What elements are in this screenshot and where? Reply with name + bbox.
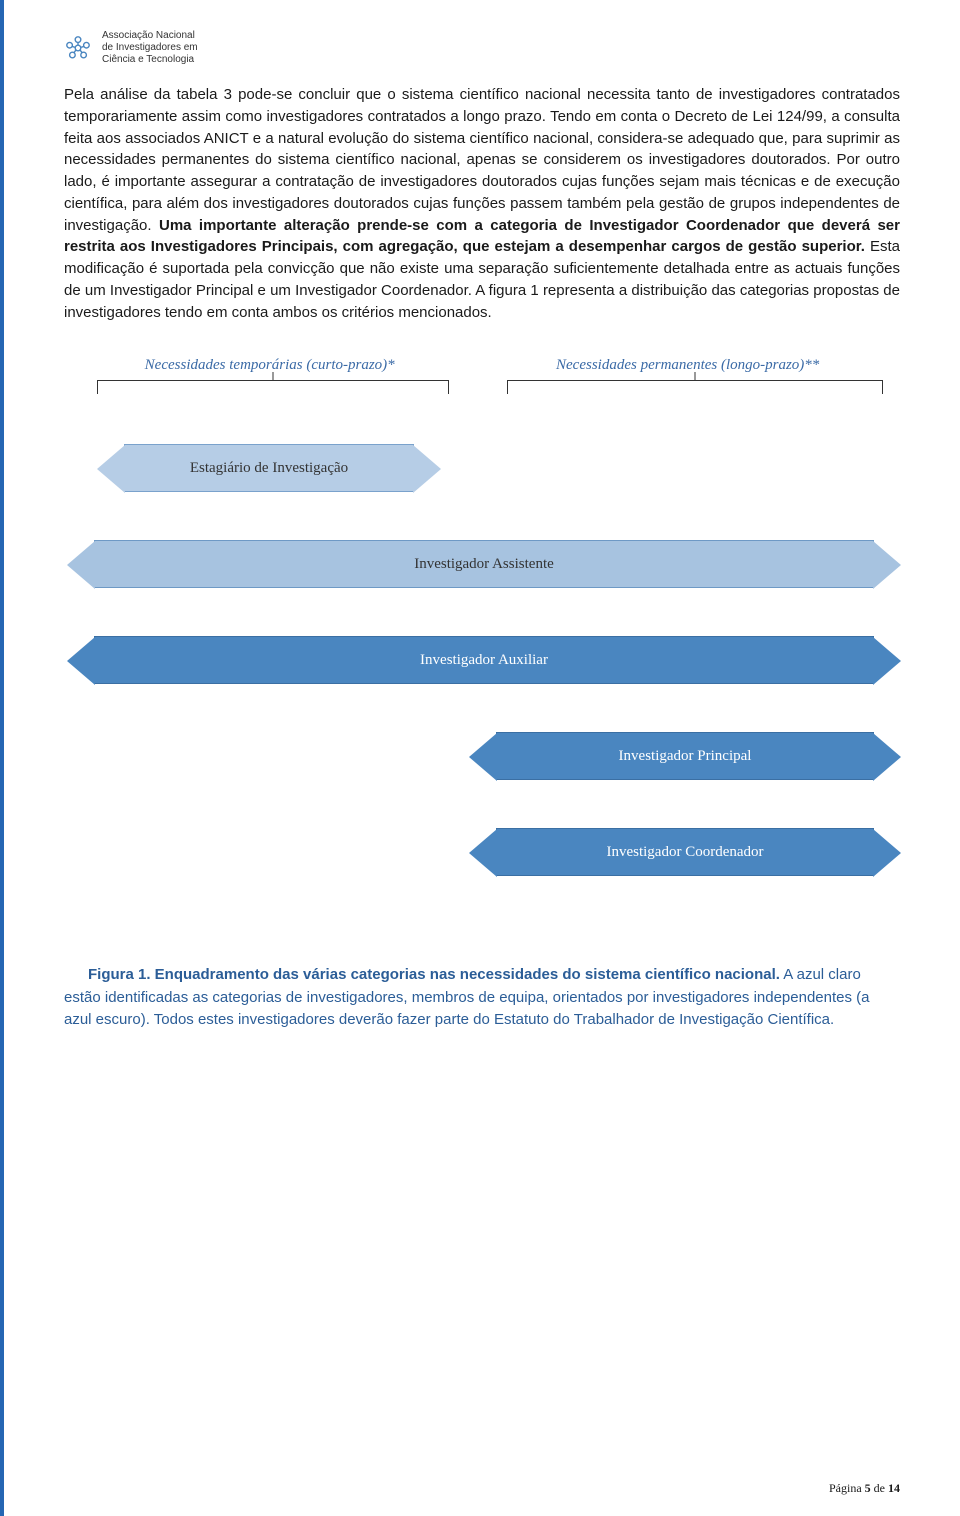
- arrow-left-icon: [67, 637, 95, 685]
- body-paragraph: Pela análise da tabela 3 pode-se conclui…: [64, 84, 900, 323]
- bar-body: Investigador Principal: [496, 732, 874, 780]
- page-total: 14: [888, 1481, 900, 1495]
- caption-title: Figura 1. Enquadramento das várias categ…: [88, 966, 780, 983]
- org-line: Associação Nacional: [102, 30, 198, 42]
- arrow-left-icon: [469, 733, 497, 781]
- col-header-left: Necessidades temporárias (curto-prazo)*: [145, 357, 395, 374]
- bar-body: Investigador Coordenador: [496, 828, 874, 876]
- bar-label: Investigador Assistente: [414, 556, 554, 573]
- category-bar: Investigador Principal: [496, 732, 874, 780]
- org-name: Associação Nacional de Investigadores em…: [102, 30, 198, 66]
- bracket: [507, 380, 883, 394]
- categories-diagram: Necessidades temporárias (curto-prazo)* …: [64, 357, 900, 874]
- arrow-left-icon: [97, 445, 125, 493]
- bar-label: Investigador Auxiliar: [420, 652, 548, 669]
- bar-body: Investigador Auxiliar: [94, 636, 874, 684]
- arrow-left-icon: [67, 541, 95, 589]
- page-of: de: [871, 1481, 888, 1495]
- page: Associação Nacional de Investigadores em…: [0, 0, 960, 1516]
- bar-label: Investigador Coordenador: [606, 844, 763, 861]
- bar-label: Investigador Principal: [619, 748, 752, 765]
- org-line: Ciência e Tecnologia: [102, 54, 198, 66]
- logo-icon: [64, 34, 92, 62]
- arrow-right-icon: [873, 541, 901, 589]
- page-prefix: Página: [829, 1481, 865, 1495]
- bracket: [97, 380, 448, 394]
- category-bar: Investigador Assistente: [94, 540, 874, 588]
- arrow-right-icon: [413, 445, 441, 493]
- brackets: [64, 380, 900, 394]
- arrow-right-icon: [873, 733, 901, 781]
- page-number: Página 5 de 14: [829, 1481, 900, 1496]
- body-text-a: Pela análise da tabela 3 pode-se conclui…: [64, 86, 900, 234]
- header: Associação Nacional de Investigadores em…: [64, 30, 900, 66]
- bar-body: Estagiário de Investigação: [124, 444, 414, 492]
- bar-label: Estagiário de Investigação: [190, 460, 348, 477]
- col-header-right: Necessidades permanentes (longo-prazo)**: [556, 357, 819, 374]
- org-line: de Investigadores em: [102, 42, 198, 54]
- figure-caption: Figura 1. Enquadramento das várias categ…: [64, 964, 900, 1032]
- arrow-right-icon: [873, 637, 901, 685]
- column-headers: Necessidades temporárias (curto-prazo)* …: [64, 357, 900, 374]
- arrow-left-icon: [469, 829, 497, 877]
- category-bar: Investigador Auxiliar: [94, 636, 874, 684]
- bar-body: Investigador Assistente: [94, 540, 874, 588]
- category-bar: Investigador Coordenador: [496, 828, 874, 876]
- body-text-bold: Uma importante alteração prende-se com a…: [64, 217, 900, 256]
- category-bar: Estagiário de Investigação: [124, 444, 414, 492]
- arrow-right-icon: [873, 829, 901, 877]
- bars-container: Estagiário de Investigação Investigador A…: [64, 444, 900, 874]
